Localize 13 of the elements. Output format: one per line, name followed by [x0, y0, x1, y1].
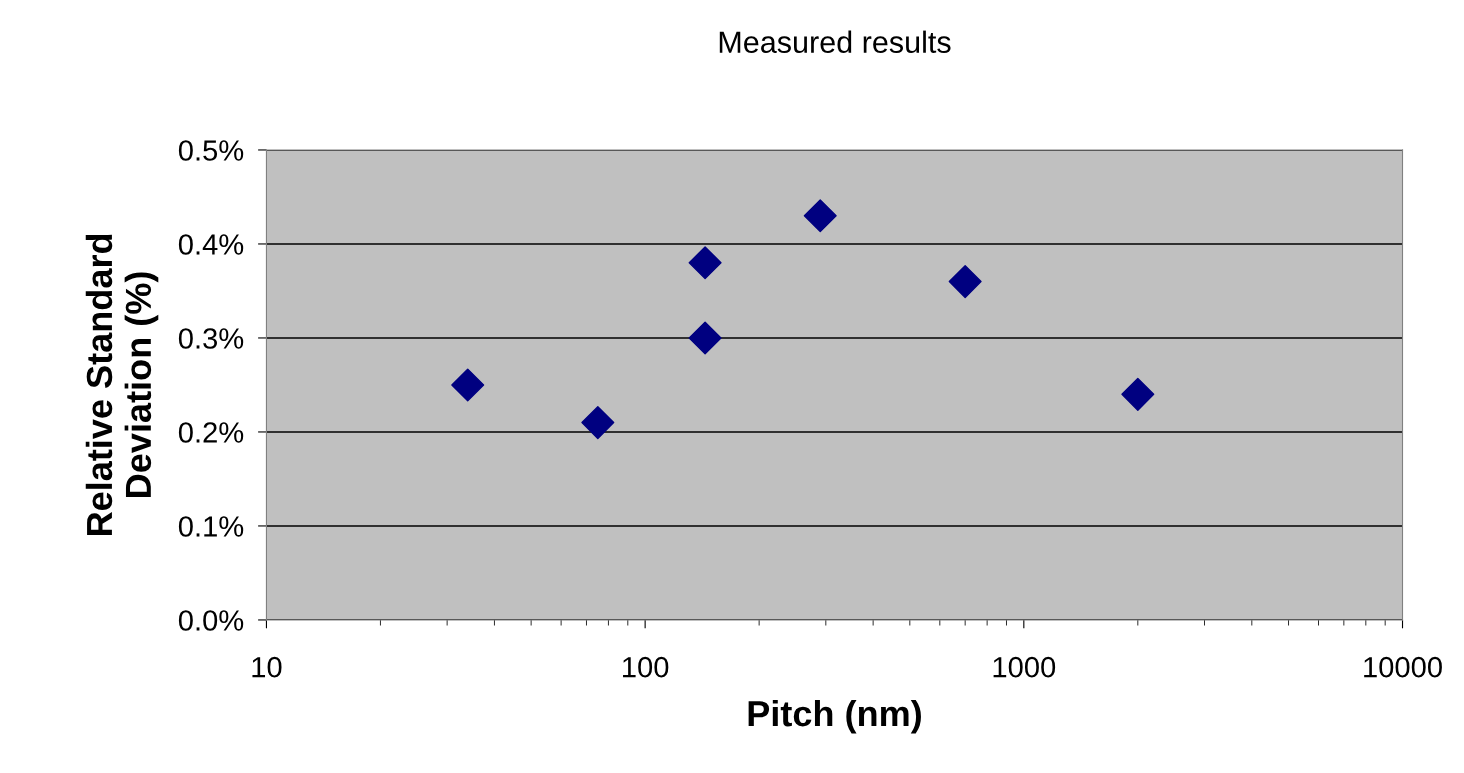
x-tick-label: 1000 — [993, 656, 1056, 678]
y-tick-label: 0.0% — [178, 610, 244, 631]
y-tick-label: 0.1% — [178, 516, 244, 537]
y-tick-label: 0.5% — [178, 140, 244, 161]
y-tick-label: 0.2% — [178, 422, 244, 443]
y-tick-label: 0.4% — [178, 234, 244, 255]
y-axis-title: Relative Standard Deviation (%) — [85, 234, 159, 536]
x-tick-label: 10000 — [1364, 656, 1442, 678]
chart-title: Measured results — [719, 30, 951, 54]
x-tick-label: 10 — [252, 656, 282, 678]
x-axis-title: Pitch (nm) — [748, 699, 921, 734]
y-tick-label: 0.3% — [178, 328, 244, 349]
x-tick-label: 100 — [623, 656, 669, 678]
